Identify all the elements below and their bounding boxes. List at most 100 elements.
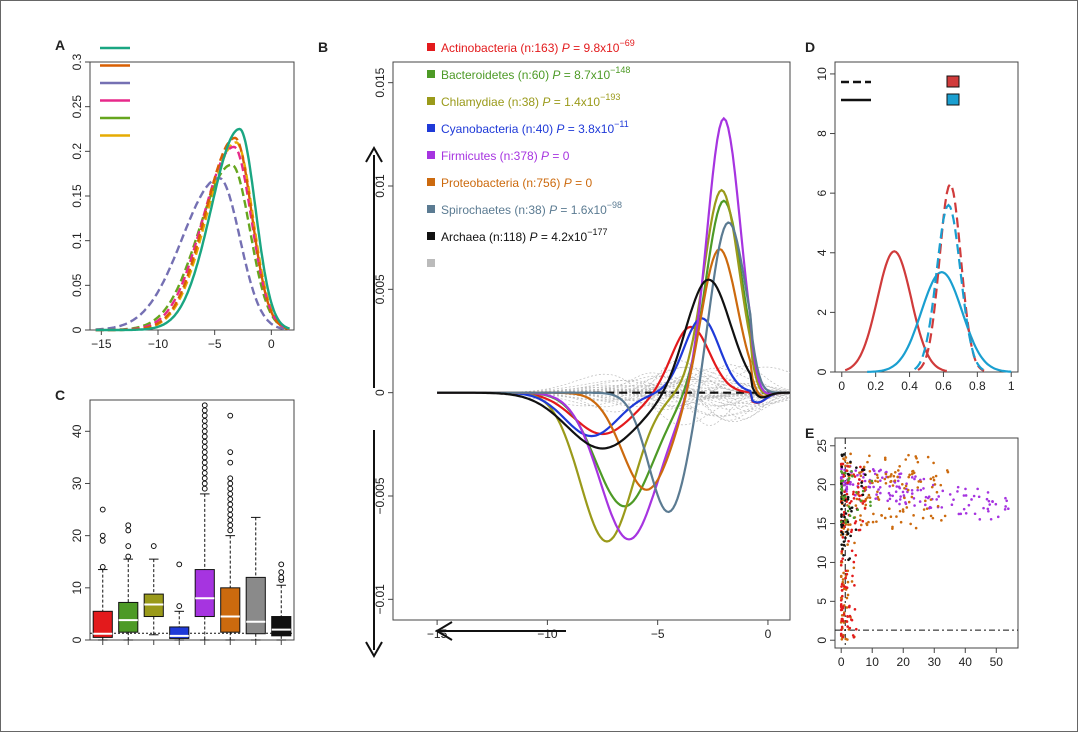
legend-swatch	[427, 178, 435, 186]
scatter-point	[890, 473, 893, 476]
scatter-point	[883, 477, 887, 481]
box-outlier	[201, 423, 208, 429]
scatter-point	[916, 460, 920, 464]
scatter-point	[860, 481, 863, 484]
scatter-point	[906, 488, 910, 492]
scatter-point	[843, 504, 846, 507]
scatter-point	[964, 487, 967, 491]
scatter-point	[840, 628, 843, 632]
scatter-point	[883, 516, 887, 520]
y-tick-label: 5	[815, 598, 829, 605]
scatter-point	[904, 458, 908, 461]
scatter-point	[934, 474, 938, 478]
scatter-point	[910, 476, 914, 479]
scatter-point	[903, 496, 906, 500]
scatter-point	[916, 488, 919, 492]
x-tick-label: −15	[427, 627, 448, 641]
scatter-point	[869, 500, 872, 504]
scatter-point	[844, 536, 847, 540]
box-outlier	[201, 454, 208, 461]
scatter-point	[847, 539, 850, 543]
scatter-point	[844, 637, 848, 641]
scatter-point	[840, 594, 844, 598]
scatter-point	[861, 519, 865, 523]
scatter-point	[919, 488, 923, 492]
scatter-point	[959, 512, 963, 516]
scatter-point	[851, 474, 854, 478]
scatter-point	[840, 550, 844, 553]
scatter-point	[852, 497, 856, 500]
scatter-point	[898, 498, 902, 501]
scatter-point	[932, 478, 936, 482]
legend-swatch	[427, 151, 435, 159]
scatter-point	[854, 493, 857, 497]
density-line	[95, 176, 290, 331]
scatter-point	[839, 575, 843, 579]
scatter-point	[905, 506, 909, 509]
box-outlier	[278, 569, 285, 576]
scatter-point	[851, 574, 854, 578]
box-outlier	[227, 475, 234, 482]
scatter-point	[844, 521, 848, 524]
scatter-point	[850, 509, 853, 513]
scatter-point	[842, 540, 846, 543]
box-body	[92, 610, 113, 638]
legend-label: Firmicutes (n:378) P = 0	[441, 149, 570, 163]
diff-line	[437, 221, 790, 514]
x-tick-label: 10	[866, 655, 880, 669]
x-tick-label: 0	[838, 655, 845, 669]
scatter-point	[850, 580, 854, 583]
scatter-point	[858, 478, 861, 481]
scatter-point	[941, 489, 945, 493]
scatter-point	[899, 472, 903, 475]
scatter-point	[847, 523, 850, 526]
plot-frame-c	[89, 399, 295, 641]
shuffled-trace	[437, 373, 791, 426]
scatter-point	[904, 501, 907, 504]
scatter-point	[898, 475, 902, 479]
scatter-point	[840, 525, 844, 529]
scatter-point	[919, 480, 923, 483]
box-outlier	[227, 449, 234, 456]
scatter-point	[844, 512, 848, 515]
scatter-point	[898, 509, 902, 513]
scatter-point	[855, 497, 859, 501]
scatter-point	[893, 470, 897, 474]
scatter-point	[842, 453, 846, 456]
scatter-point	[876, 476, 880, 479]
scatter-point	[864, 497, 868, 501]
scatter-point	[842, 571, 845, 575]
scatter-point	[948, 493, 952, 496]
box-outlier	[227, 459, 234, 466]
scatter-point	[841, 635, 845, 639]
box-outlier	[125, 522, 132, 529]
scatter-point	[884, 472, 888, 476]
legend-swatch	[427, 124, 435, 132]
scatter-point	[841, 619, 845, 622]
legend-swatch	[427, 43, 435, 51]
scatter-point	[856, 485, 860, 489]
box-body	[271, 616, 292, 637]
scatter-point	[886, 499, 889, 503]
y-tick-label: 15	[815, 517, 829, 531]
scatter-point	[848, 557, 852, 560]
x-tick-label: 0.8	[969, 379, 986, 393]
x-tick-label: 20	[897, 655, 911, 669]
box-outlier	[201, 459, 208, 466]
scatter-point	[844, 456, 848, 459]
scatter-point	[869, 504, 872, 507]
box-outlier	[150, 543, 157, 549]
shuffled-trace	[437, 380, 791, 400]
scatter-point	[929, 498, 933, 501]
scatter-point	[967, 503, 971, 507]
shuffled-trace	[437, 378, 790, 402]
scatter-point	[922, 477, 926, 481]
scatter-point	[856, 508, 860, 512]
scatter-point	[946, 470, 950, 474]
scatter-point	[933, 483, 937, 486]
scatter-point	[911, 470, 914, 473]
scatter-point	[840, 515, 843, 518]
scatter-point	[895, 499, 898, 503]
y-tick-label: 0.25	[70, 95, 84, 119]
scatter-point	[846, 495, 850, 499]
